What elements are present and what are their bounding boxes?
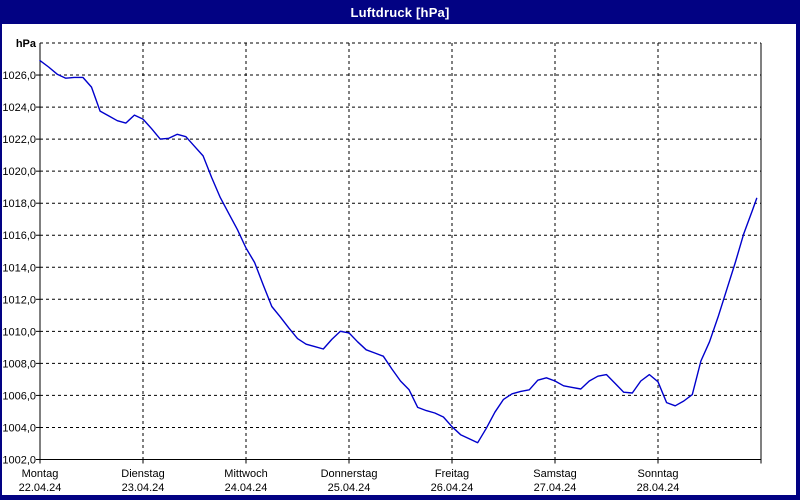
title-bar: Luftdruck [hPa] — [0, 0, 800, 24]
window-title: Luftdruck [hPa] — [350, 4, 450, 20]
chart-window — [2, 24, 796, 495]
